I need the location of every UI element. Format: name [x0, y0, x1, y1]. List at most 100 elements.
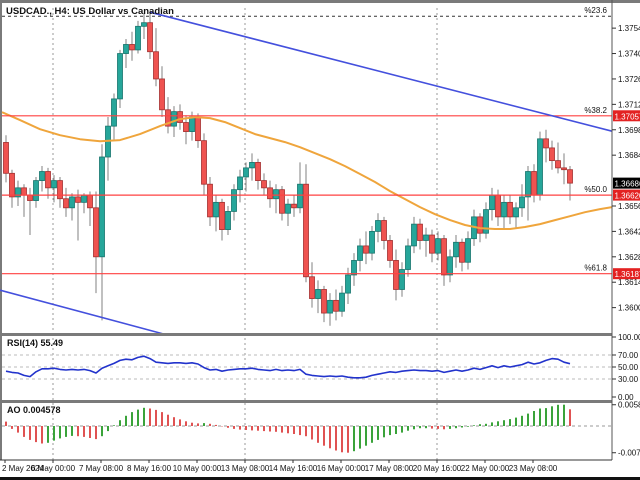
candle-bearish [195, 116, 201, 142]
candle-bearish [3, 142, 9, 174]
time-tick-label: 23 May 08:00 [509, 464, 558, 473]
time-tick-label: 20 May 16:00 [413, 464, 462, 473]
candle-bearish [291, 203, 297, 209]
candle-bullish [435, 238, 441, 254]
price-tick-label: 1.36980 [618, 126, 640, 135]
candle-bullish [135, 25, 141, 51]
candle-bearish [549, 147, 555, 162]
rsi-axis-label: 70.00 [618, 351, 639, 360]
candle-bullish [405, 245, 411, 270]
candle-bearish [93, 207, 99, 258]
candle-bullish [537, 138, 543, 196]
candle-bearish [27, 194, 33, 201]
candle-bearish [567, 169, 573, 184]
price-badge-label: 1.36686 [615, 180, 640, 189]
candle-bullish [453, 241, 459, 258]
vertical-gridlines [52, 8, 438, 460]
candle-bullish [315, 289, 321, 299]
price-tick-label: 1.36280 [618, 253, 640, 262]
price-tick-label: 1.36560 [618, 202, 640, 211]
price-tick-label: 1.36000 [618, 304, 640, 313]
price-tick-label: 1.36420 [618, 227, 640, 236]
candle-bearish [45, 171, 51, 189]
candle-bearish [165, 109, 171, 127]
price-badge-label: 1.37057 [615, 112, 640, 121]
main-price-panel[interactable]: %23.6 %38.2 %50.0 %61.8 [0, 6, 613, 335]
ao-axis-label: -0.007325 [618, 449, 640, 458]
time-tick-label: 16 May 00:00 [317, 464, 366, 473]
price-axis[interactable]: 1.37540 1.37400 1.37260 1.37120 1.36980 1.368… [611, 0, 640, 460]
candle-bearish [159, 78, 165, 111]
trendline-upper-channel[interactable] [149, 11, 613, 132]
time-tick-label: 10 May 00:00 [173, 464, 222, 473]
candle-bearish [507, 201, 513, 218]
candle-bullish [327, 299, 333, 314]
candle-bearish [183, 122, 189, 132]
rsi-axis-label: 100.00 [618, 333, 640, 342]
candle-bullish [225, 211, 231, 230]
candle-bullish [231, 189, 237, 212]
candle-bullish [375, 220, 381, 232]
candle-bearish [531, 171, 537, 196]
candle-bearish [177, 111, 183, 123]
fib-level-label: %50.0 [584, 185, 607, 194]
candle-bullish [69, 196, 75, 209]
candle-bullish [123, 44, 129, 54]
price-badge-black [613, 177, 640, 189]
time-tick-label: 14 May 16:00 [269, 464, 318, 473]
separator-rsi-ao[interactable] [0, 400, 612, 403]
fib-level-label: %38.2 [584, 106, 607, 115]
time-tick-label: 8 May 16:00 [127, 464, 172, 473]
candle-bullish [171, 111, 177, 127]
candle-bearish [219, 201, 225, 230]
rsi-axis-label: 30.00 [618, 375, 639, 384]
separator-main-rsi[interactable] [0, 333, 612, 336]
candle-bullish [297, 183, 303, 209]
candle-bullish [357, 245, 363, 261]
candle-bearish [309, 276, 315, 299]
trendline-lower-channel[interactable] [0, 289, 165, 335]
candle-bullish [489, 194, 495, 211]
time-tick-label: 2 May 2024 [2, 464, 44, 473]
candle-bearish [543, 138, 549, 149]
price-badge-red [613, 110, 640, 122]
price-tick-label: 1.37120 [618, 100, 640, 109]
candle-bearish [459, 241, 465, 263]
candle-bearish [147, 22, 153, 53]
candle-bullish [237, 176, 243, 191]
candle-bearish [261, 180, 267, 189]
candle-bearish [387, 240, 393, 261]
candle-bullish [39, 171, 45, 181]
candle-bullish [345, 274, 351, 294]
candle-bullish [213, 201, 219, 218]
candle-bullish [99, 156, 105, 258]
ao-panel[interactable] [2, 404, 612, 453]
moving-average-line[interactable] [1, 111, 613, 230]
price-tick-label: 1.36140 [618, 278, 640, 287]
fibonacci-levels[interactable]: %23.6 %38.2 %50.0 %61.8 [2, 6, 612, 275]
time-tick-label: 6 May 00:00 [31, 464, 76, 473]
ao-axis-label: 0.005825 [618, 401, 640, 410]
candle-bullish [33, 180, 39, 201]
time-tick-label: 7 May 08:00 [79, 464, 124, 473]
price-badge-label: 1.36620 [615, 192, 640, 201]
candle-bullish [519, 196, 525, 209]
candle-bearish [303, 183, 309, 278]
candle-bearish [87, 194, 93, 209]
candle-bullish [465, 238, 471, 263]
rsi-axis-label: 0.00 [618, 393, 634, 402]
candle-bullish [285, 203, 291, 214]
candle-bullish [525, 171, 531, 198]
candle-bullish [351, 260, 357, 276]
candle-bearish [321, 289, 327, 314]
candle-bearish [441, 238, 447, 276]
candle-bullish [117, 53, 123, 100]
candle-bearish [333, 299, 339, 312]
price-tick-label: 1.37260 [618, 75, 640, 84]
candle-bullish [111, 98, 117, 127]
rsi-panel[interactable] [2, 354, 612, 380]
candle-bullish [51, 180, 57, 189]
